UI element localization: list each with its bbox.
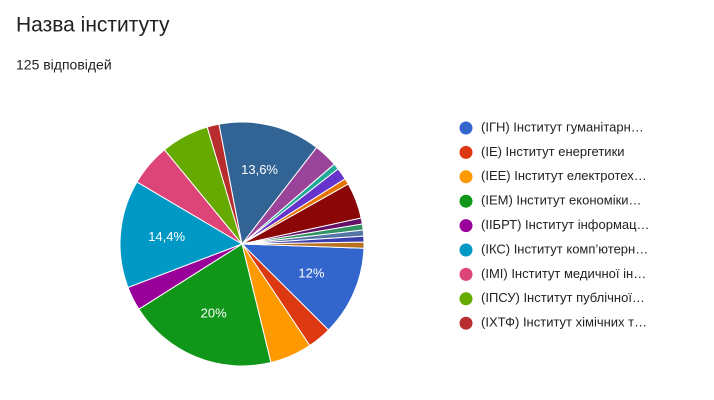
legend-swatch: [459, 145, 473, 159]
legend-label: (ІІБРТ) Інститут інформац…: [481, 217, 650, 232]
legend-swatch: [459, 316, 473, 330]
legend-swatch: [459, 267, 473, 281]
legend-label: (ІКС) Інститут комп’ютерн…: [481, 241, 648, 256]
legend-label: (ІЕЕ) Інститут електротех…: [481, 168, 647, 183]
legend-swatch: [459, 243, 473, 257]
chart-title: Назва інституту: [16, 14, 170, 37]
pie-slice: [241, 241, 365, 249]
slice-label: 13,6%: [241, 162, 278, 177]
chart-subtitle: 125 відповідей: [16, 57, 112, 73]
legend-swatch: [459, 194, 473, 208]
pie-slice: [119, 181, 244, 289]
slice-label: 14,4%: [148, 229, 185, 244]
legend-swatch: [459, 219, 473, 233]
legend-label: (ІЕМ) Інститут економіки…: [481, 193, 642, 208]
legend-swatch: [459, 121, 473, 135]
legend-label: (ІГН) Інститут гуманітарн…: [481, 119, 644, 134]
legend-label: (ІЕ) Інститут енергетики: [481, 144, 625, 159]
pie-slice: [138, 243, 272, 367]
slice-label: 12%: [298, 266, 324, 281]
legend-swatch: [459, 170, 473, 184]
legend-label: (ІХТФ) Інститут хімічних т…: [481, 315, 647, 330]
legend-swatch: [459, 292, 473, 306]
legend-label: (ІМІ) Інститут медичної ін…: [481, 266, 646, 281]
slice-label: 20%: [201, 306, 227, 321]
pie-slice: [218, 121, 318, 246]
legend-label: (ІПСУ) Інститут публічної…: [481, 290, 645, 305]
pie-slice: [240, 243, 365, 331]
